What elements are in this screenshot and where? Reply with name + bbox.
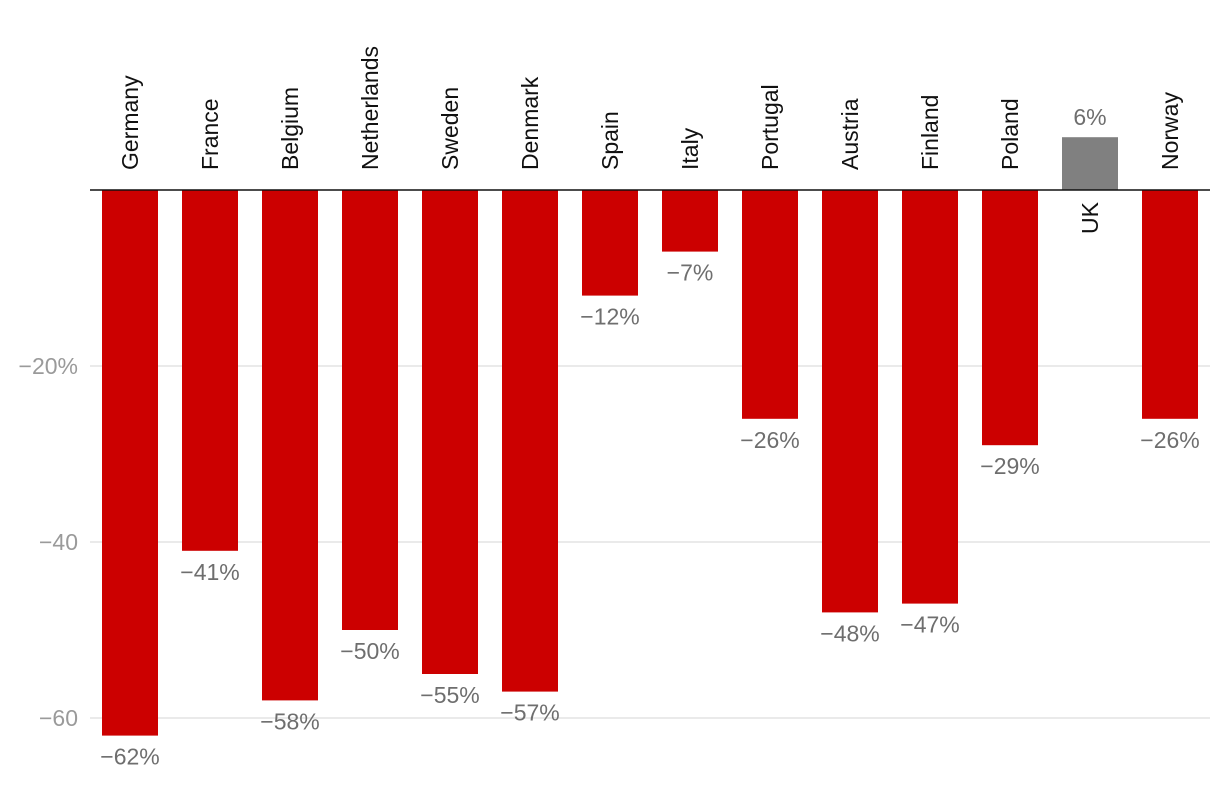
category-label-italy: Italy bbox=[677, 127, 703, 170]
category-label-netherlands: Netherlands bbox=[357, 46, 383, 170]
category-label-belgium: Belgium bbox=[277, 87, 303, 170]
category-label-portugal: Portugal bbox=[757, 84, 783, 170]
category-label-norway: Norway bbox=[1157, 92, 1183, 170]
bar-uk bbox=[1062, 137, 1118, 190]
category-label-spain: Spain bbox=[597, 111, 623, 170]
category-label-denmark: Denmark bbox=[517, 76, 543, 170]
value-label-austria: −48% bbox=[820, 620, 879, 646]
value-label-poland: −29% bbox=[980, 453, 1039, 479]
value-label-netherlands: −50% bbox=[340, 638, 399, 664]
category-label-uk: UK bbox=[1077, 201, 1103, 234]
category-label-poland: Poland bbox=[997, 98, 1023, 170]
y-tick-label-1: −40 bbox=[39, 529, 78, 555]
value-label-belgium: −58% bbox=[260, 708, 319, 734]
label-layer: −20% −40 −60 −62% Germany −41% France −58% Belgi… bbox=[19, 46, 1210, 770]
bar-denmark bbox=[502, 190, 558, 692]
y-tick-label-2: −60 bbox=[39, 705, 78, 731]
value-label-norway: −26% bbox=[1140, 427, 1199, 453]
category-label-germany: Germany bbox=[117, 75, 143, 170]
bar-austria bbox=[822, 190, 878, 613]
bar-france bbox=[182, 190, 238, 551]
value-label-uk: 6% bbox=[1073, 104, 1106, 130]
value-label-sweden: −55% bbox=[420, 682, 479, 708]
bar-finland bbox=[902, 190, 958, 604]
bar-layer bbox=[102, 137, 1198, 736]
bar-portugal bbox=[742, 190, 798, 419]
value-label-spain: −12% bbox=[580, 304, 639, 330]
value-label-portugal: −26% bbox=[740, 427, 799, 453]
bar-netherlands bbox=[342, 190, 398, 630]
grid-layer bbox=[90, 365, 1210, 719]
category-label-france: France bbox=[197, 98, 223, 170]
bar-spain bbox=[582, 190, 638, 296]
bar-norway bbox=[1142, 190, 1198, 419]
bar-belgium bbox=[262, 190, 318, 701]
bar-sweden bbox=[422, 190, 478, 674]
value-label-denmark: −57% bbox=[500, 700, 559, 726]
y-tick-label-0: −20% bbox=[19, 353, 78, 379]
category-label-finland: Finland bbox=[917, 95, 943, 170]
category-label-sweden: Sweden bbox=[437, 87, 463, 170]
bar-italy bbox=[662, 190, 718, 252]
value-label-france: −41% bbox=[180, 559, 239, 585]
bar-germany bbox=[102, 190, 158, 736]
value-label-italy: −7% bbox=[667, 260, 714, 286]
value-label-germany: −62% bbox=[100, 744, 159, 770]
category-label-austria: Austria bbox=[837, 98, 863, 170]
bar-poland bbox=[982, 190, 1038, 446]
value-label-finland: −47% bbox=[900, 612, 959, 638]
